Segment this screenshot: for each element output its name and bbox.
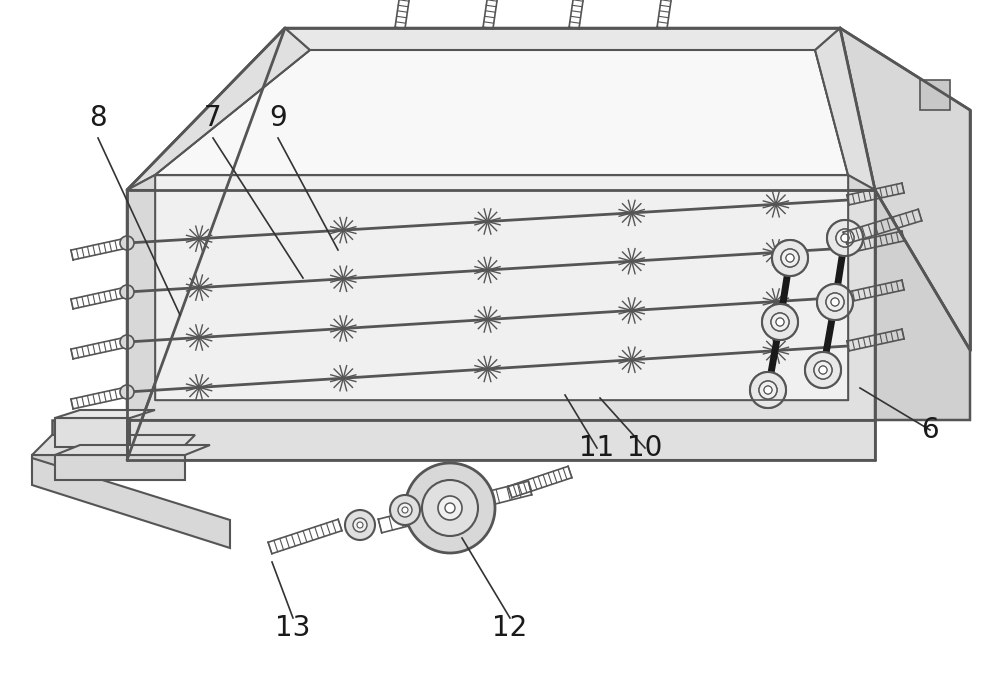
Polygon shape [127,420,875,460]
Circle shape [398,503,412,517]
Circle shape [819,366,827,374]
Circle shape [772,240,808,276]
Circle shape [353,518,367,532]
Circle shape [405,463,495,553]
Text: 8: 8 [89,104,107,132]
Circle shape [786,254,794,262]
Circle shape [357,522,363,528]
Circle shape [841,234,849,242]
Circle shape [781,249,799,267]
Circle shape [750,372,786,408]
Circle shape [819,366,827,374]
Polygon shape [55,445,210,455]
Circle shape [764,386,772,394]
Circle shape [841,234,849,242]
Circle shape [786,254,794,262]
Circle shape [120,285,134,299]
Polygon shape [285,28,840,50]
Circle shape [445,503,455,513]
Circle shape [805,352,841,388]
Circle shape [827,220,863,256]
Circle shape [750,372,786,408]
Circle shape [120,385,134,399]
Circle shape [826,293,844,311]
Polygon shape [127,175,875,190]
Circle shape [764,386,772,394]
Circle shape [781,249,799,267]
Circle shape [771,313,789,331]
Text: 10: 10 [627,434,663,462]
Circle shape [836,229,854,247]
Circle shape [402,507,408,513]
Polygon shape [155,50,848,175]
Polygon shape [55,455,185,480]
Polygon shape [155,175,848,400]
Polygon shape [52,420,127,460]
Circle shape [817,284,853,320]
Circle shape [771,313,789,331]
Circle shape [831,298,839,306]
Circle shape [817,284,853,320]
Text: 11: 11 [579,434,615,462]
Text: 6: 6 [921,416,939,444]
Circle shape [759,381,777,399]
Circle shape [120,236,134,250]
Polygon shape [127,28,310,190]
Circle shape [422,480,478,536]
Circle shape [762,304,798,340]
Circle shape [759,381,777,399]
Text: 7: 7 [204,104,222,132]
Circle shape [805,352,841,388]
Circle shape [438,496,462,520]
Polygon shape [32,435,195,455]
Circle shape [814,361,832,379]
Circle shape [772,240,808,276]
Polygon shape [32,458,230,548]
Circle shape [390,495,420,525]
Polygon shape [127,28,875,190]
Circle shape [120,335,134,349]
Text: 9: 9 [269,104,287,132]
Polygon shape [55,418,130,447]
Circle shape [776,318,784,326]
Circle shape [814,361,832,379]
Polygon shape [127,190,875,420]
Circle shape [776,318,784,326]
Polygon shape [840,28,970,350]
Polygon shape [127,28,285,460]
Circle shape [345,510,375,540]
Circle shape [831,298,839,306]
Polygon shape [32,455,175,475]
Polygon shape [155,175,848,400]
Polygon shape [55,410,155,418]
Text: 13: 13 [275,614,311,642]
Polygon shape [920,80,950,110]
Polygon shape [815,28,875,190]
Circle shape [836,229,854,247]
Text: 12: 12 [492,614,528,642]
Circle shape [762,304,798,340]
Circle shape [826,293,844,311]
Polygon shape [875,190,970,420]
Circle shape [827,220,863,256]
